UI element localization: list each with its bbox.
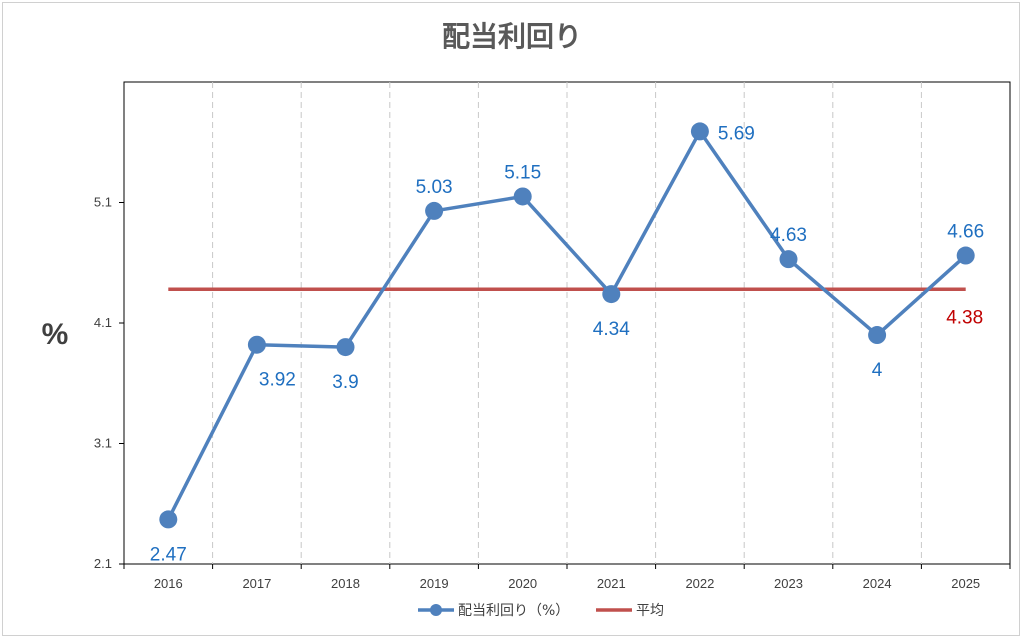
series-layer [159,122,975,529]
yield-point [336,338,355,357]
legend-yield-label: 配当利回り（%） [458,603,569,619]
yield-point [956,246,975,265]
yield-point [247,335,266,354]
yield-data-label: 2.47 [150,544,187,565]
yield-point [513,187,532,206]
legend-yield-marker [430,604,442,616]
yield-data-label: 5.15 [504,162,541,183]
chart-title: 配当利回り [442,20,582,53]
y-ticks: 2.1 3.1 4.1 5.1 [94,195,124,571]
x-tick-label: 2022 [685,576,714,591]
data-labels: 2.47 3.92 3.9 5.03 5.15 4.34 5.69 4.63 4 4.66 4.38 [150,123,984,565]
yield-point [868,326,887,345]
yield-data-label: 3.9 [332,372,358,393]
yield-point [602,285,621,304]
x-tick-label: 2020 [508,576,537,591]
x-tick-label: 2016 [154,576,183,591]
yield-data-label: 4.63 [770,225,807,246]
yield-point [159,510,178,529]
yield-point [779,250,798,269]
yield-data-label: 4.66 [947,222,984,243]
y-tick-label: 2.1 [94,556,112,571]
yield-data-label: 4.34 [593,319,630,340]
yield-point [690,122,709,141]
grid-lines [212,82,922,564]
yield-point [425,201,444,220]
x-tick-label: 2017 [242,576,271,591]
yield-data-label: 3.92 [259,370,296,391]
y-tick-label: 4.1 [94,315,112,330]
x-tick-label: 2018 [331,576,360,591]
yield-data-label: 4 [872,360,883,381]
legend: 配当利回り（%） 平均 [418,603,664,619]
y-axis-label: % [42,318,69,351]
average-data-label: 4.38 [946,307,983,328]
y-tick-label: 3.1 [94,436,112,451]
y-tick-label: 5.1 [94,195,112,210]
x-ticks: 2016 2017 2018 2019 2020 2021 2022 2023 2024 2025 [123,564,1011,591]
yield-data-label: 5.69 [718,123,755,144]
x-tick-label: 2019 [420,576,449,591]
legend-average-label: 平均 [636,603,664,619]
yield-series-line [166,129,967,521]
x-tick-label: 2024 [863,576,892,591]
x-tick-label: 2023 [774,576,803,591]
x-tick-label: 2025 [951,576,980,591]
x-tick-label: 2021 [597,576,626,591]
yield-data-label: 5.03 [416,177,453,198]
